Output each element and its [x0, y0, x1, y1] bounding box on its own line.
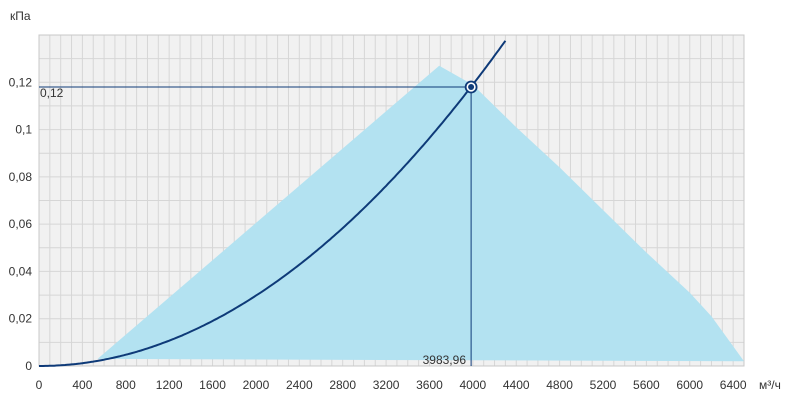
plot-frame — [38, 34, 745, 367]
y-tick-label: 0 — [25, 359, 32, 373]
x-axis-unit: м³/ч — [759, 378, 781, 392]
y-tick-label: 0,1 — [15, 123, 32, 137]
network-curve — [39, 40, 507, 367]
x-tick-label: 1200 — [156, 378, 183, 392]
x-tick-label: 6400 — [720, 378, 747, 392]
y-axis-tick-labels: 0 0,02 0,04 0,06 0,08 0,1 0,12 — [9, 75, 33, 373]
x-tick-label: 400 — [72, 378, 92, 392]
operating-point-y-label: 0,12 — [40, 86, 64, 100]
y-tick-label: 0,04 — [9, 264, 33, 278]
operating-point-reference-lines — [39, 86, 472, 366]
x-tick-label: 6000 — [676, 378, 703, 392]
x-tick-label: 2400 — [286, 378, 313, 392]
operating-point — [464, 80, 478, 94]
x-tick-label: 2000 — [243, 378, 270, 392]
x-axis-tick-labels: 0 400 800 1200 1600 2000 2400 2800 3200 3600 4000 4… — [36, 378, 747, 392]
network-curve-line — [39, 40, 507, 367]
x-tick-label: 0 — [36, 378, 43, 392]
x-tick-label: 4000 — [459, 378, 486, 392]
x-tick-label: 4800 — [546, 378, 573, 392]
x-tick-label: 5600 — [633, 378, 660, 392]
operating-range-area — [97, 65, 745, 362]
y-tick-label: 0,08 — [9, 170, 33, 184]
x-tick-label: 800 — [116, 378, 136, 392]
y-tick-label: 0,02 — [9, 312, 33, 326]
operating-point-x-label: 3983,96 — [423, 353, 467, 367]
operating-range — [97, 65, 745, 362]
x-tick-label: 4400 — [503, 378, 530, 392]
y-axis-unit: кПа — [10, 9, 31, 23]
x-tick-label: 2800 — [329, 378, 356, 392]
x-tick-label: 3600 — [416, 378, 443, 392]
y-tick-label: 0,12 — [9, 75, 33, 89]
x-tick-label: 5200 — [590, 378, 617, 392]
x-tick-label: 3200 — [373, 378, 400, 392]
x-tick-label: 1600 — [199, 378, 226, 392]
operating-point-marker-dot — [468, 84, 475, 91]
y-tick-label: 0,06 — [9, 217, 33, 231]
